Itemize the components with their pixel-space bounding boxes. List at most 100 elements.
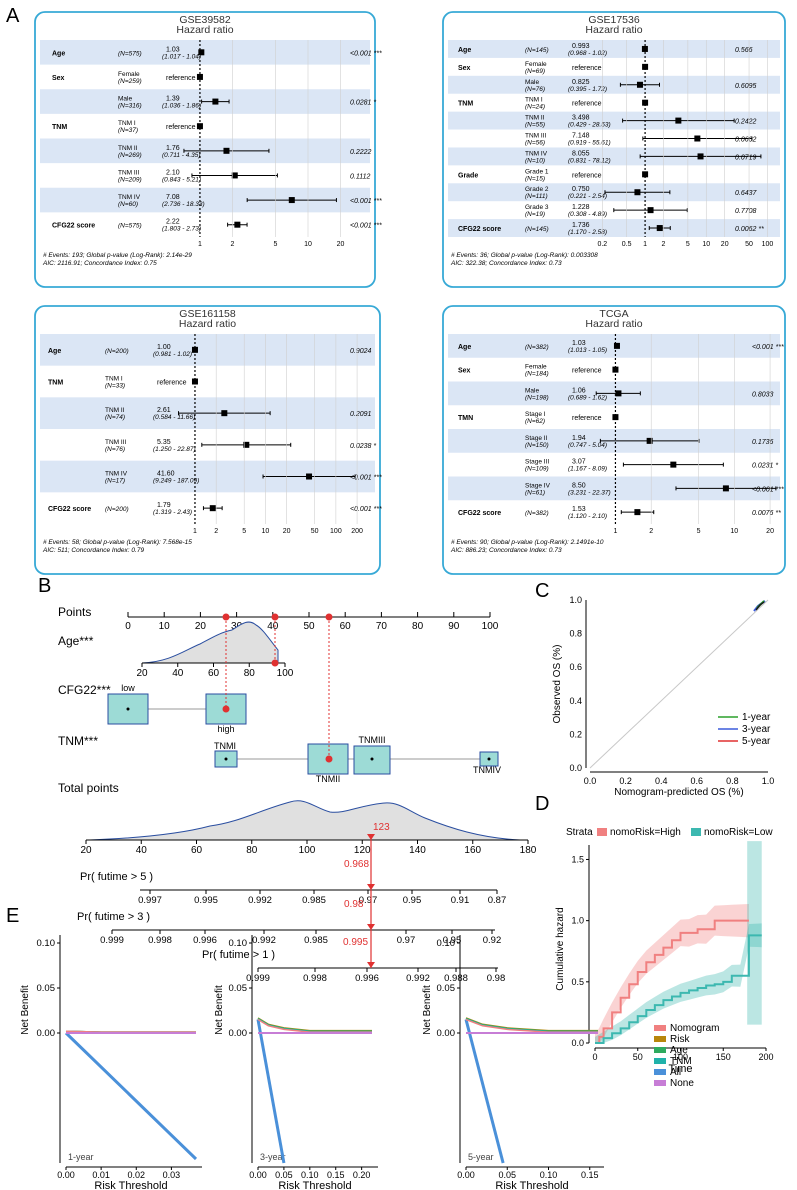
- forest-n-label: (N=109): [525, 466, 549, 473]
- nomogram-arrow: [367, 924, 375, 930]
- forest-estimate-marker: [191, 346, 198, 353]
- forest-n-label: (N=37): [118, 127, 138, 134]
- forest-hr-label: 0.825: [572, 79, 590, 86]
- nomogram-total-value: 123: [373, 822, 390, 833]
- forest-n-label: (N=200): [105, 348, 129, 355]
- nomogram-selected-point: [325, 613, 333, 621]
- forest-p-label: 0.9024: [350, 348, 372, 355]
- dca-x-tick: 0.10: [540, 1170, 558, 1180]
- dca-legend-label: None: [670, 1078, 694, 1089]
- forest-n-label: (N=259): [118, 78, 142, 85]
- forest-tick-label: 10: [262, 528, 270, 535]
- nomogram-pr5-value: 0.968: [344, 859, 369, 870]
- forest-footer-aic: AIC: 511; Concordance Index: 0.79: [42, 547, 144, 554]
- forest-estimate-marker: [694, 135, 701, 142]
- forest-level-label: Stage I: [525, 411, 546, 418]
- nomogram-tick-label: 0.95: [443, 935, 462, 946]
- nomogram-tnm-level-label: TNMI: [214, 741, 236, 751]
- hazard-x-tick: 150: [716, 1052, 731, 1062]
- forest-ci-label: (0.308 - 4.89): [568, 211, 607, 218]
- forest-ci-label: (0.919 - 55.61): [568, 140, 611, 147]
- dca-line-model: [65, 1030, 196, 1033]
- forest-p-label: 0.0231 *: [752, 463, 778, 470]
- forest-row-band: [448, 40, 780, 58]
- forest-n-label: (N=184): [525, 371, 549, 378]
- dca-y-tick: 0.10: [229, 938, 248, 949]
- forest-n-label: (N=316): [118, 103, 142, 110]
- forest-subtitle: Hazard ratio: [179, 318, 236, 330]
- forest-n-label: (N=76): [105, 446, 125, 453]
- hazard-x-tick: 0: [592, 1052, 597, 1062]
- forest-hr-label: 5.35: [157, 439, 171, 446]
- forest-estimate-marker: [221, 410, 228, 417]
- forest-n-label: (N=200): [105, 506, 129, 513]
- nomogram-cfg-label: CFG22***: [58, 683, 111, 697]
- nomogram-dot: [224, 757, 228, 761]
- forest-footer-events: # Events: 193; Global p-value (Log-Rank)…: [43, 252, 192, 259]
- forest-hr-label: 1.94: [572, 435, 586, 442]
- nomogram-dot: [126, 707, 130, 711]
- hazard-band-high: [595, 903, 749, 1043]
- forest-tick-label: 20: [283, 528, 291, 535]
- forest-footer-aic: AIC: 886.23; Concordance Index: 0.73: [450, 547, 562, 554]
- forest-ci-label: (0.429 - 28.53): [568, 122, 611, 129]
- nomogram-tick-label: 0.997: [138, 895, 162, 906]
- calibration-y-tick: 1.0: [569, 595, 582, 605]
- hazard-strata-label: Strata: [566, 827, 593, 838]
- nomogram-tick-label: 0.995: [194, 895, 218, 906]
- forest-tick-label: 2: [662, 241, 666, 248]
- nomogram: Points0102030405060708090100Age***204060…: [58, 605, 537, 984]
- forest-estimate-marker: [656, 225, 663, 232]
- forest-var-label: Grade: [458, 172, 478, 179]
- forest-n-label: (N=76): [525, 86, 545, 93]
- dca-panel-title: 3-year: [260, 1152, 286, 1162]
- forest-footer-events: # Events: 58; Global p-value (Log-Rank):…: [43, 539, 192, 546]
- nomogram-age-label: Age***: [58, 634, 94, 648]
- forest-p-label: 0.0281 *: [350, 100, 376, 107]
- forest-p-label: 0.0238 *: [350, 443, 376, 450]
- forest-n-label: (N=111): [525, 193, 548, 200]
- forest-ci-label: (1.250 - 22.87): [153, 446, 196, 453]
- forest-footer-events: # Events: 36; Global p-value (Log-Rank):…: [451, 252, 598, 259]
- forest-level-label: Grade 3: [525, 204, 549, 211]
- dca-ylabel: Net Benefit: [214, 985, 225, 1035]
- dca-x-tick: 0.01: [92, 1170, 110, 1180]
- hazard-x-tick: 50: [633, 1052, 643, 1062]
- forest-ci-label: (9.249 - 187.09): [153, 478, 199, 485]
- forest-var-label: Sex: [458, 368, 471, 375]
- nomogram-tick-label: 80: [412, 621, 424, 632]
- panel-letter-e: E: [6, 905, 19, 927]
- hazard-x-tick: 200: [758, 1052, 773, 1062]
- nomogram-tick-label: 40: [172, 668, 184, 679]
- forest-n-label: (N=19): [525, 211, 545, 218]
- calibration-curve-5yr: [755, 601, 765, 611]
- forest-n-label: (N=17): [105, 478, 125, 485]
- hazard-ylabel: Cumulative hazard: [555, 907, 566, 990]
- forest-ci-label: (1.170 - 2.58): [568, 229, 607, 236]
- forest-hr-label: 8.50: [572, 482, 586, 489]
- nomogram-tnm-level-label: TNMIII: [359, 735, 386, 745]
- calibration-y-tick: 0.8: [569, 629, 582, 639]
- forest-n-label: (N=56): [525, 140, 545, 147]
- dca-line-all: [256, 1019, 286, 1164]
- forest-estimate-marker: [646, 437, 653, 444]
- forest-hr-label: 1.228: [572, 204, 590, 211]
- forest-tick-label: 5: [686, 241, 690, 248]
- nomogram-tick-label: 80: [246, 845, 258, 856]
- forest-var-label: CFG22 score: [458, 226, 501, 233]
- forest-p-label: 0.1112: [350, 173, 370, 180]
- forest-level-label: Female: [525, 364, 547, 371]
- nomogram-tick-label: 0.996: [355, 973, 379, 984]
- nomogram-tick-label: 40: [267, 621, 279, 632]
- nomogram-pr1-label: Pr( futime > 1 ): [202, 949, 275, 961]
- forest-n-label: (N=24): [525, 104, 545, 111]
- forest-p-label: 0.0076 **: [752, 510, 781, 517]
- forest-n-label: (N=150): [525, 442, 549, 449]
- calibration-xlabel: Nomogram-predicted OS (%): [614, 787, 743, 798]
- nomogram-age-density: [141, 621, 279, 664]
- forest-tick-label: 2: [214, 528, 218, 535]
